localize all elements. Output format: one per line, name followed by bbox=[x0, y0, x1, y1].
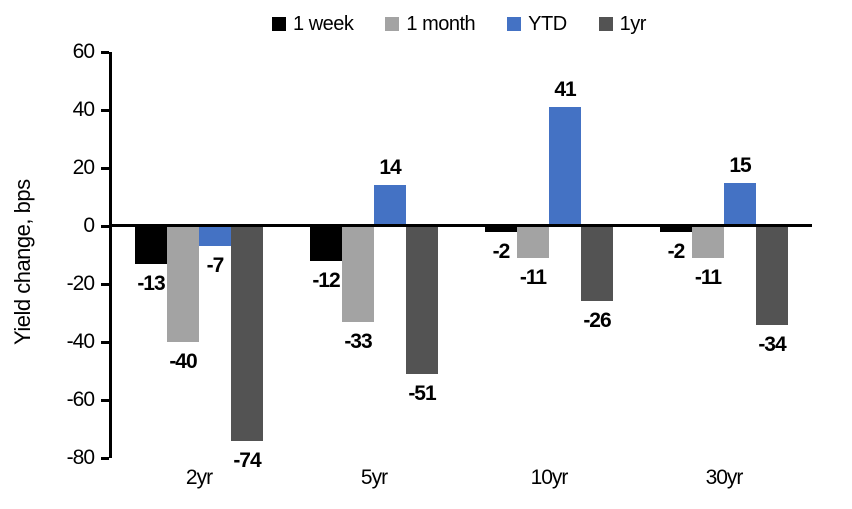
legend-label-1-week: 1 week bbox=[293, 12, 354, 35]
bar-ytd-30yr bbox=[724, 182, 756, 226]
data-label-1-month-5yr: -33 bbox=[344, 329, 372, 353]
bar-ytd-10yr bbox=[549, 107, 581, 226]
y-tick-label: 20 bbox=[72, 156, 95, 179]
data-label-1-week-10yr: -2 bbox=[492, 239, 511, 263]
bar-ytd-2yr bbox=[199, 226, 231, 247]
category-label-2yr: 2yr bbox=[185, 466, 213, 489]
y-tick-label: -80 bbox=[66, 446, 95, 469]
legend-label-1-month: 1 month bbox=[406, 12, 476, 35]
legend-swatch-1yr-icon bbox=[598, 17, 613, 31]
y-tick-label: -20 bbox=[66, 272, 95, 295]
category-label-5yr: 5yr bbox=[360, 466, 388, 489]
legend-item-1yr: 1yr bbox=[598, 12, 647, 36]
x-axis-zero-line bbox=[109, 224, 812, 227]
y-tick-label: 60 bbox=[72, 40, 95, 63]
bar-1-week-5yr bbox=[310, 226, 342, 261]
y-tick-mark bbox=[101, 341, 109, 344]
y-axis-line bbox=[109, 52, 112, 458]
bar-1-week-2yr bbox=[135, 226, 167, 264]
chart-legend: 1 week 1 month YTD 1yr bbox=[106, 9, 812, 39]
y-tick-mark bbox=[101, 283, 109, 286]
y-tick-mark bbox=[101, 225, 109, 228]
legend-swatch-1-month-icon bbox=[385, 17, 400, 31]
y-tick-mark bbox=[101, 399, 109, 402]
data-label-1-week-30yr: -2 bbox=[667, 239, 686, 263]
bar-1-month-10yr bbox=[517, 226, 549, 258]
bar-1yr-10yr bbox=[581, 226, 613, 302]
legend-item-1-month: 1 month bbox=[385, 12, 476, 36]
y-tick-label: 40 bbox=[72, 98, 95, 121]
bar-1-month-2yr bbox=[167, 226, 199, 342]
legend-label-1yr: 1yr bbox=[619, 12, 647, 35]
bar-1-week-10yr bbox=[485, 226, 517, 232]
data-label-1-month-10yr: -11 bbox=[519, 265, 547, 289]
legend-item-ytd: YTD bbox=[507, 13, 567, 36]
bar-ytd-5yr bbox=[374, 185, 406, 226]
bar-1yr-2yr bbox=[231, 226, 263, 441]
data-label-ytd-30yr: 15 bbox=[729, 153, 751, 177]
y-tick-mark bbox=[101, 457, 109, 460]
y-tick-mark bbox=[101, 109, 109, 112]
y-tick-mark bbox=[101, 167, 109, 170]
y-tick-label: -60 bbox=[66, 388, 95, 411]
data-label-ytd-5yr: 14 bbox=[379, 156, 401, 180]
data-label-ytd-10yr: 41 bbox=[554, 78, 576, 102]
data-label-1yr-2yr: -74 bbox=[233, 448, 261, 472]
bar-1yr-5yr bbox=[406, 226, 438, 374]
data-label-1yr-10yr: -26 bbox=[583, 309, 611, 333]
bar-1-month-5yr bbox=[342, 226, 374, 322]
y-tick-mark bbox=[101, 51, 109, 54]
category-label-10yr: 10yr bbox=[530, 466, 569, 489]
legend-label-ytd: YTD bbox=[528, 12, 567, 35]
y-tick-label: 0 bbox=[83, 214, 95, 237]
bar-1yr-30yr bbox=[756, 226, 788, 325]
y-tick-label: -40 bbox=[66, 330, 95, 353]
data-label-1-month-2yr: -40 bbox=[169, 350, 197, 373]
data-label-1yr-30yr: -34 bbox=[758, 332, 786, 356]
legend-swatch-1-week-icon bbox=[272, 17, 287, 31]
legend-item-1-week: 1 week bbox=[272, 12, 354, 36]
bar-1-month-30yr bbox=[692, 226, 724, 258]
category-label-30yr: 30yr bbox=[705, 466, 744, 489]
data-label-1-week-2yr: -13 bbox=[137, 271, 165, 295]
data-label-ytd-2yr: -7 bbox=[206, 254, 225, 278]
data-label-1yr-5yr: -51 bbox=[408, 381, 436, 405]
legend-swatch-ytd-icon bbox=[507, 17, 522, 31]
data-label-1-month-30yr: -11 bbox=[694, 265, 722, 289]
bar-1-week-30yr bbox=[660, 226, 692, 232]
data-label-1-week-5yr: -12 bbox=[312, 268, 340, 292]
